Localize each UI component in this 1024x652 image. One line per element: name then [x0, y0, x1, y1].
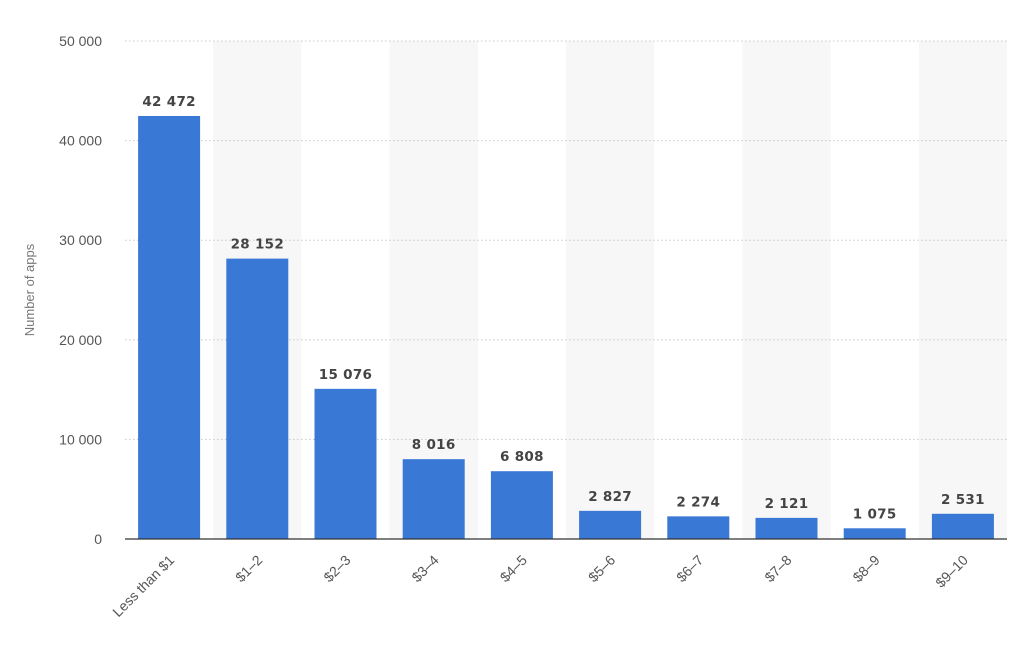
x-tick-label: Less than $1: [109, 552, 177, 620]
bar-value-label: 2 827: [588, 489, 632, 505]
y-tick-label: 10 000: [59, 431, 102, 447]
x-tick-label: $4–5: [497, 552, 530, 585]
bar: [579, 510, 642, 539]
bar: [755, 517, 818, 539]
data-labels: 42 472 28 152 15 076 8 016 6 808 2 827 2 274 2 …: [142, 94, 984, 522]
x-axis-ticks: Less than $1 $1–2 $2–3 $3–4 $4–5 $5–6 $6–7 $7–8…: [109, 552, 971, 620]
bar-value-label: 15 076: [319, 367, 372, 383]
bar-value-label: 6 808: [500, 449, 544, 465]
x-tick-label: $1–2: [232, 552, 265, 585]
bar-value-label: 28 152: [231, 237, 284, 253]
bar: [667, 516, 730, 539]
bar: [931, 513, 994, 539]
x-tick-label: $6–7: [673, 552, 706, 585]
bar: [226, 258, 289, 539]
column-band: [918, 41, 1007, 539]
x-tick-label: $3–4: [408, 552, 441, 585]
x-tick-label: $7–8: [761, 552, 794, 585]
x-tick-label: $8–9: [849, 552, 882, 585]
bar-value-label: 2 531: [941, 492, 985, 508]
bar-value-label: 2 121: [765, 496, 809, 512]
bar-value-label: 1 075: [853, 506, 897, 522]
bar: [490, 471, 553, 539]
x-tick-label: $2–3: [320, 552, 353, 585]
bar-value-label: 42 472: [142, 94, 195, 110]
column-bands: [213, 41, 1007, 539]
bar: [402, 459, 465, 539]
y-axis-title: Number of apps: [22, 243, 37, 336]
bar: [138, 115, 201, 539]
bars: [138, 115, 994, 539]
y-axis-ticks: 0 10 000 20 000 30 000 40 000 50 000: [59, 33, 102, 547]
bar-value-label: 8 016: [412, 437, 456, 453]
column-band: [566, 41, 655, 539]
y-tick-label: 40 000: [59, 133, 102, 149]
bar: [314, 388, 377, 539]
y-tick-label: 20 000: [59, 332, 102, 348]
x-tick-label: $9–10: [932, 552, 971, 591]
y-tick-label: 0: [94, 531, 102, 547]
y-tick-label: 50 000: [59, 33, 102, 49]
bar-value-label: 2 274: [676, 494, 720, 510]
bar: [843, 528, 906, 539]
column-band: [742, 41, 831, 539]
gridlines: [125, 40, 1007, 440]
y-tick-label: 30 000: [59, 232, 102, 248]
column-band: [389, 41, 478, 539]
x-tick-label: $5–6: [585, 552, 618, 585]
